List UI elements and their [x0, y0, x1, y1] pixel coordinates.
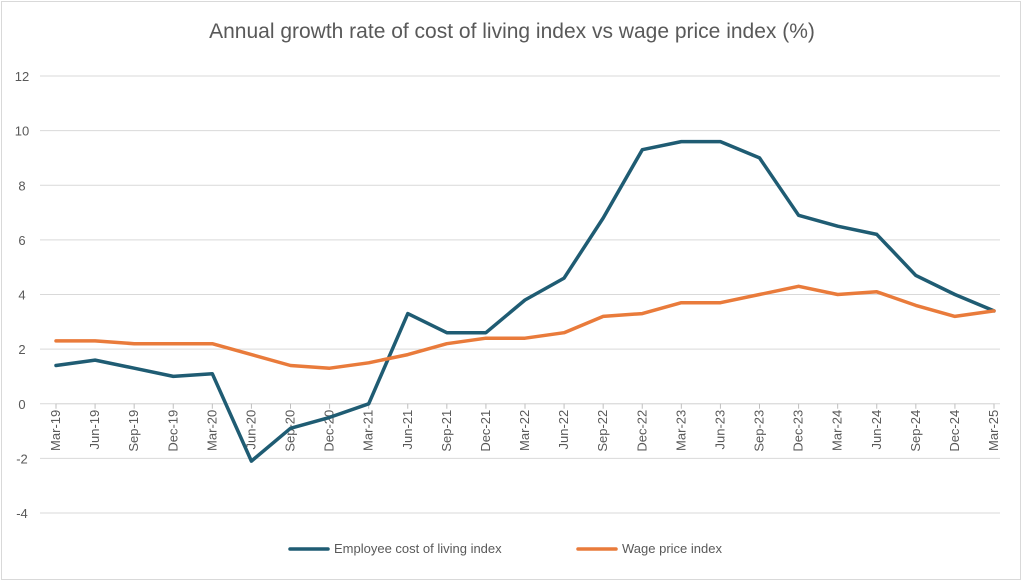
- x-tick-label: Sep-22: [595, 410, 610, 452]
- x-tick-label: Jun-23: [712, 410, 727, 450]
- y-tick-label: 0: [18, 397, 25, 412]
- x-tick-label: Mar-19: [48, 410, 63, 451]
- y-tick-label: 8: [18, 178, 25, 193]
- x-tick-label: Jun-24: [869, 410, 884, 450]
- y-tick-label: 10: [15, 124, 29, 139]
- x-tick-label: Sep-23: [752, 410, 767, 452]
- y-axis-tick-labels: -4 -2 0 2 4 6 8 10 12: [15, 69, 29, 521]
- legend-label: Wage price index: [622, 541, 722, 556]
- y-tick-label: 2: [18, 342, 25, 357]
- x-tick-label: Sep-24: [908, 410, 923, 452]
- y-tick-label: -4: [16, 506, 28, 521]
- x-tick-label: Dec-23: [791, 410, 806, 452]
- x-tick-label: Jun-22: [556, 410, 571, 450]
- series-line-1: [54, 139, 996, 463]
- legend-label: Employee cost of living index: [334, 541, 502, 556]
- legend: Employee cost of living index Wage price …: [288, 541, 722, 556]
- x-tick-label: Dec-22: [634, 410, 649, 452]
- x-tick-label: Dec-19: [165, 410, 180, 452]
- x-tick-label: Sep-19: [126, 410, 141, 452]
- y-tick-label: 6: [18, 233, 25, 248]
- x-axis-tick-labels: Mar-19 Jun-19 Sep-19 Dec-19 Mar-20 Jun-20 Sep-…: [48, 403, 1001, 452]
- x-tick-label: Jun-20: [243, 410, 258, 450]
- x-tick-label: Mar-23: [673, 410, 688, 451]
- x-tick-label: Dec-21: [478, 410, 493, 452]
- x-tick-label: Mar-21: [361, 410, 376, 451]
- y-tick-label: -2: [16, 451, 28, 466]
- chart-title: Annual growth rate of cost of living ind…: [209, 20, 815, 43]
- series-line-2: [54, 284, 996, 370]
- series-lines: [54, 139, 996, 463]
- x-tick-label: Mar-24: [830, 410, 845, 451]
- x-tick-label: Mar-25: [986, 410, 1001, 451]
- x-tick-label: Mar-20: [204, 410, 219, 451]
- y-tick-label: 12: [15, 69, 29, 84]
- x-tick-label: Mar-22: [517, 410, 532, 451]
- x-tick-label: Jun-19: [87, 410, 102, 450]
- y-tick-label: 4: [18, 288, 25, 303]
- x-tick-label: Dec-24: [947, 410, 962, 452]
- x-tick-label: Jun-21: [400, 410, 415, 450]
- x-tick-label: Sep-21: [439, 410, 454, 452]
